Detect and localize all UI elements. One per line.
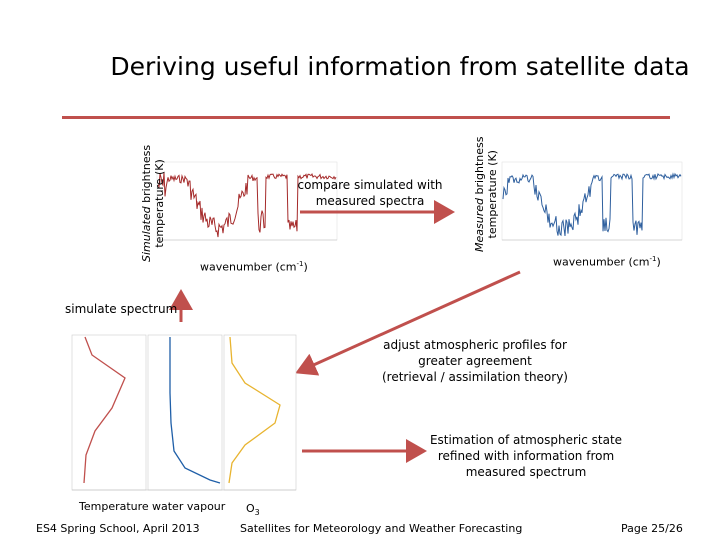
- simulated-spectrum-plot: [156, 161, 338, 241]
- wavenumber-left-label: wavenumber (cm-1): [200, 260, 308, 274]
- footer-center: Satellites for Meteorology and Weather F…: [240, 522, 523, 535]
- profile-panels: [71, 334, 297, 491]
- simulated-spectrum-line: [157, 172, 337, 238]
- temperature-label: Temperature: [79, 500, 149, 513]
- ozone-label: O3: [246, 502, 260, 518]
- measured-spectrum-line: [502, 172, 682, 237]
- adjust-arrow: [295, 270, 521, 376]
- compare-text: compare simulated with measured spectra: [297, 178, 443, 208]
- footer-right: Page 25/26: [621, 522, 683, 535]
- ozone-profile: [228, 336, 281, 484]
- estimation-text: Estimation of atmospheric state refined …: [429, 433, 623, 479]
- measured-spectrum-plot: [501, 161, 683, 241]
- water-vapour-profile: [169, 337, 221, 484]
- wavenumber-right-label: wavenumber (cm-1): [553, 255, 661, 269]
- title-divider: [62, 116, 670, 119]
- adjust-text: adjust atmospheric profiles for greater …: [381, 338, 568, 384]
- temperature-profile: [83, 336, 126, 484]
- water-vapour-label: water vapour: [152, 500, 226, 513]
- footer-left: ES4 Spring School, April 2013: [36, 522, 200, 535]
- simulate-spectrum-label: simulate spectrum: [65, 302, 178, 316]
- page-title: Deriving useful information from satelli…: [110, 52, 690, 81]
